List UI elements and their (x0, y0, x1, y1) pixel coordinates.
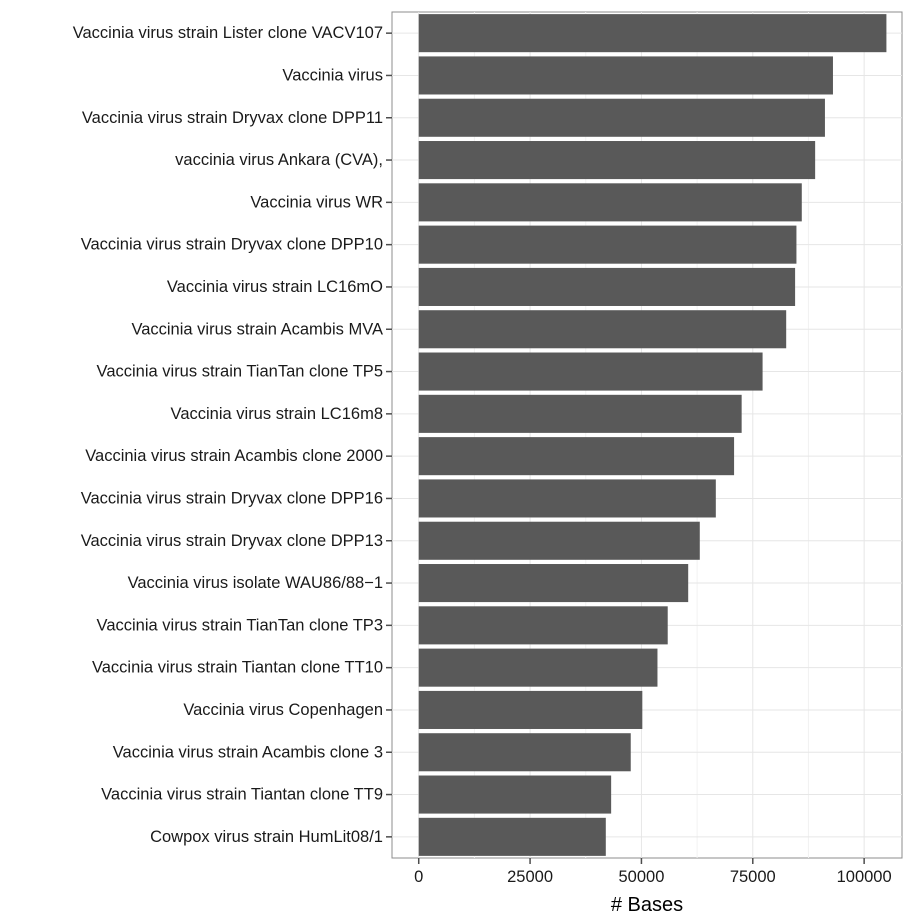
bar (418, 14, 887, 53)
bar (418, 437, 735, 476)
bar (418, 521, 700, 560)
category-label: Vaccinia virus strain Dryvax clone DPP10 (81, 236, 383, 254)
category-label: Vaccinia virus strain Tiantan clone TT9 (101, 786, 383, 804)
x-axis: 0 25000 50000 75000 100000 (414, 858, 892, 886)
category-label: Vaccinia virus Copenhagen (183, 701, 383, 719)
bar (418, 733, 631, 772)
category-label: Vaccinia virus strain Acambis clone 2000 (85, 447, 383, 465)
bar (418, 183, 802, 222)
category-label: Vaccinia virus strain TianTan clone TP3 (97, 616, 383, 634)
plot-panel (391, 11, 903, 859)
bar (418, 141, 816, 180)
bars (418, 14, 887, 856)
bar (418, 267, 796, 306)
bar (418, 775, 612, 814)
category-label: Vaccinia virus strain Acambis clone 3 (113, 743, 383, 761)
bar (418, 479, 716, 518)
bar (418, 98, 825, 137)
category-label: Vaccinia virus strain Acambis MVA (131, 320, 383, 338)
category-label: Vaccinia virus strain LC16m8 (171, 405, 383, 423)
x-tick-label: 25000 (507, 868, 553, 886)
category-label: Vaccinia virus strain TianTan clone TP5 (97, 363, 383, 381)
bar (418, 56, 833, 95)
category-label: Vaccinia virus strain Lister clone VACV1… (73, 24, 383, 42)
category-label: Vaccinia virus isolate WAU86/88−1 (128, 574, 383, 592)
bar (418, 564, 689, 603)
category-label: Vaccinia virus (282, 66, 383, 84)
x-tick-label: 75000 (730, 868, 776, 886)
category-label: Vaccinia virus strain Dryvax clone DPP16 (81, 489, 383, 507)
bar (418, 352, 763, 391)
bar (418, 225, 797, 264)
category-label: Vaccinia virus strain Tiantan clone TT10 (92, 659, 383, 677)
category-label: Vaccinia virus strain LC16mO (167, 278, 383, 296)
bar (418, 394, 742, 433)
x-axis-title: # Bases (611, 894, 683, 916)
category-label: Vaccinia virus strain Dryvax clone DPP13 (81, 532, 383, 550)
category-label: vaccinia virus Ankara (CVA), (175, 151, 383, 169)
bar (418, 606, 668, 645)
bar (418, 817, 606, 856)
x-tick-label: 0 (414, 868, 423, 886)
x-tick-label: 50000 (618, 868, 664, 886)
category-label: Vaccinia virus strain Dryvax clone DPP11 (82, 109, 383, 127)
category-label: Vaccinia virus WR (250, 193, 383, 211)
x-tick-label: 100000 (837, 868, 892, 886)
y-axis: Vaccinia virus strain Lister clone VACV1… (73, 24, 392, 846)
category-label: Cowpox virus strain HumLit08/1 (150, 828, 383, 846)
bar (418, 690, 643, 729)
bar (418, 310, 787, 349)
bar (418, 648, 658, 687)
